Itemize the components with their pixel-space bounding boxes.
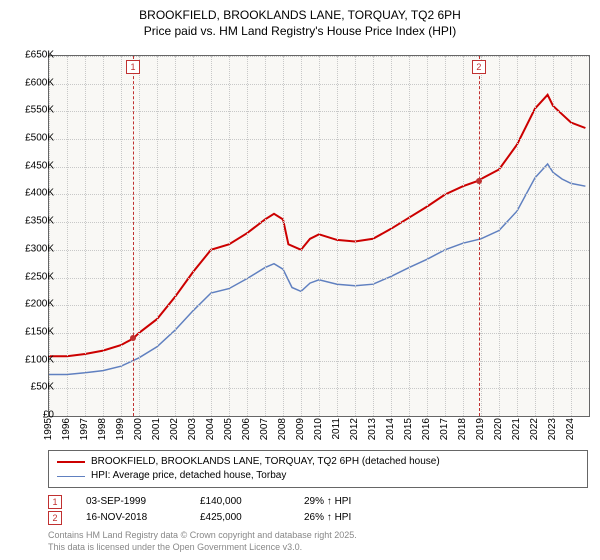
y-axis-label: £650K: [10, 50, 54, 61]
x-axis-label: 2014: [385, 418, 396, 440]
legend-section: BROOKFIELD, BROOKLANDS LANE, TORQUAY, TQ…: [48, 450, 588, 553]
y-axis-label: £350K: [10, 216, 54, 227]
legend-swatch: [57, 461, 85, 463]
chart-container: BROOKFIELD, BROOKLANDS LANE, TORQUAY, TQ…: [0, 0, 600, 560]
x-axis-label: 2021: [511, 418, 522, 440]
legend-box: BROOKFIELD, BROOKLANDS LANE, TORQUAY, TQ…: [48, 450, 588, 488]
data-pct: 26% ↑ HPI: [304, 510, 384, 526]
x-axis-label: 2023: [547, 418, 558, 440]
y-axis-label: £300K: [10, 243, 54, 254]
x-axis-label: 1997: [79, 418, 90, 440]
data-table: 1 03-SEP-1999 £140,000 29% ↑ HPI 2 16-NOV-201…: [48, 494, 588, 526]
y-axis-label: £100K: [10, 354, 54, 365]
data-marker: 1: [48, 495, 62, 509]
x-axis-label: 1995: [43, 418, 54, 440]
y-axis-label: £150K: [10, 326, 54, 337]
title-line2: Price paid vs. HM Land Registry's House …: [0, 24, 600, 40]
data-row: 1 03-SEP-1999 £140,000 29% ↑ HPI: [48, 494, 588, 510]
marker-point-2: [476, 178, 482, 184]
series-price_paid: [49, 95, 585, 356]
legend-row: HPI: Average price, detached house, Torb…: [57, 469, 579, 483]
legend-row: BROOKFIELD, BROOKLANDS LANE, TORQUAY, TQ…: [57, 455, 579, 469]
marker-label-2: 2: [472, 60, 486, 74]
x-axis-label: 2017: [439, 418, 450, 440]
y-axis-label: £600K: [10, 77, 54, 88]
marker-label-1: 1: [126, 60, 140, 74]
y-axis-label: £400K: [10, 188, 54, 199]
y-axis-label: £200K: [10, 299, 54, 310]
x-axis-label: 2024: [565, 418, 576, 440]
plot-area: 12: [48, 55, 590, 417]
footer-line1: Contains HM Land Registry data © Crown c…: [48, 530, 588, 542]
chart-title: BROOKFIELD, BROOKLANDS LANE, TORQUAY, TQ…: [0, 0, 600, 39]
x-axis-label: 2016: [421, 418, 432, 440]
x-axis-label: 2003: [187, 418, 198, 440]
x-axis-label: 1996: [61, 418, 72, 440]
y-axis-label: £50K: [10, 382, 54, 393]
x-axis-label: 2008: [277, 418, 288, 440]
x-axis-label: 2007: [259, 418, 270, 440]
x-axis-label: 2020: [493, 418, 504, 440]
title-line1: BROOKFIELD, BROOKLANDS LANE, TORQUAY, TQ…: [0, 8, 600, 24]
x-axis-label: 2009: [295, 418, 306, 440]
data-pct: 29% ↑ HPI: [304, 494, 384, 510]
x-axis-label: 2015: [403, 418, 414, 440]
x-axis-label: 2001: [151, 418, 162, 440]
data-marker: 2: [48, 511, 62, 525]
legend-label: HPI: Average price, detached house, Torb…: [91, 469, 286, 483]
x-axis-label: 2010: [313, 418, 324, 440]
x-axis-label: 2005: [223, 418, 234, 440]
x-axis-label: 2000: [133, 418, 144, 440]
legend-swatch: [57, 476, 85, 477]
x-axis-label: 2013: [367, 418, 378, 440]
data-date: 16-NOV-2018: [86, 510, 176, 526]
data-row: 2 16-NOV-2018 £425,000 26% ↑ HPI: [48, 510, 588, 526]
footer-line2: This data is licensed under the Open Gov…: [48, 542, 588, 554]
x-axis-label: 2004: [205, 418, 216, 440]
x-axis-label: 2011: [331, 418, 342, 440]
x-axis-label: 2022: [529, 418, 540, 440]
y-axis-label: £450K: [10, 160, 54, 171]
data-price: £140,000: [200, 494, 280, 510]
x-axis-label: 2019: [475, 418, 486, 440]
legend-label: BROOKFIELD, BROOKLANDS LANE, TORQUAY, TQ…: [91, 455, 440, 469]
series-hpi: [49, 164, 585, 375]
marker-point-1: [130, 335, 136, 341]
y-axis-label: £550K: [10, 105, 54, 116]
x-axis-label: 1999: [115, 418, 126, 440]
x-axis-label: 1998: [97, 418, 108, 440]
data-price: £425,000: [200, 510, 280, 526]
data-date: 03-SEP-1999: [86, 494, 176, 510]
x-axis-label: 2018: [457, 418, 468, 440]
x-axis-label: 2006: [241, 418, 252, 440]
x-axis-label: 2012: [349, 418, 360, 440]
y-axis-label: £500K: [10, 133, 54, 144]
footer-text: Contains HM Land Registry data © Crown c…: [48, 530, 588, 553]
x-axis-label: 2002: [169, 418, 180, 440]
y-axis-label: £250K: [10, 271, 54, 282]
